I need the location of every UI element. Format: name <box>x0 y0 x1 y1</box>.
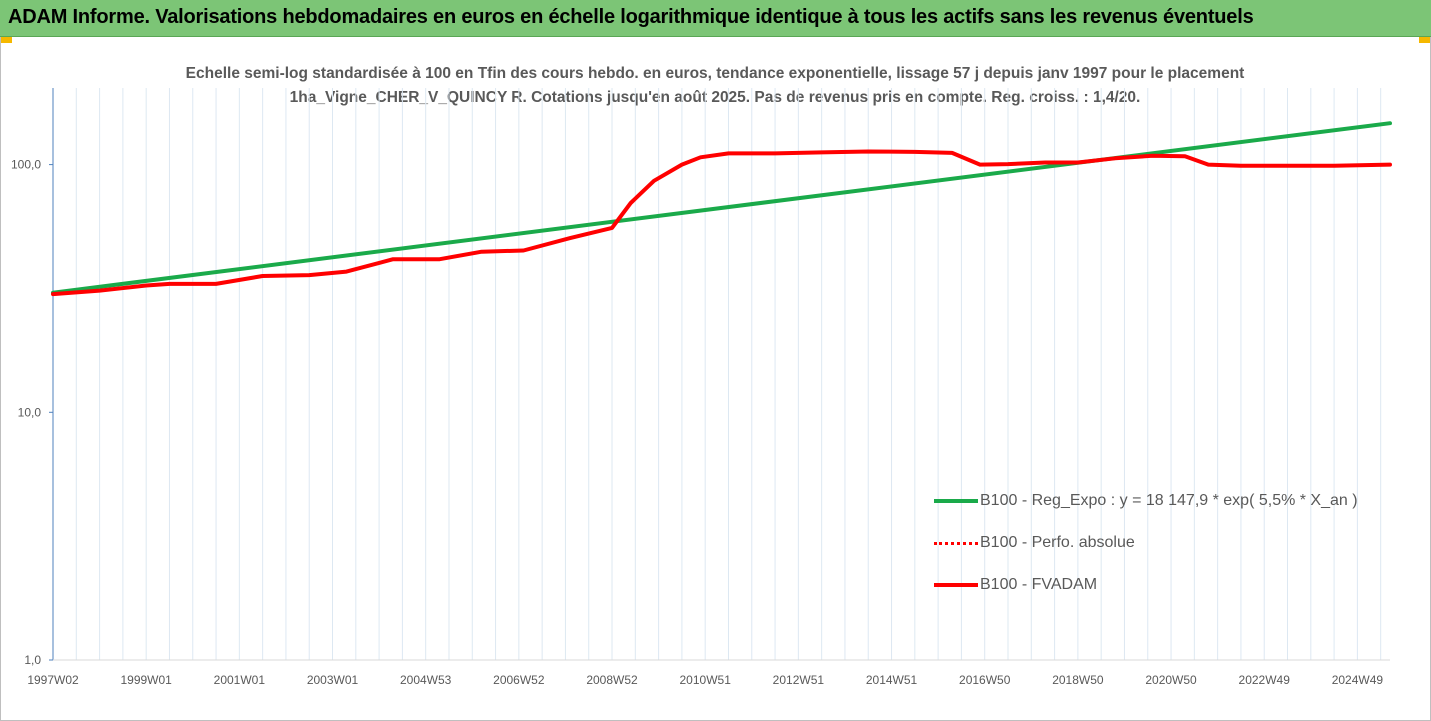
legend-item-perfo-absolue: B100 - Perfo. absolue <box>934 522 1394 564</box>
x-tick-label: 2018W50 <box>1052 673 1104 687</box>
corner-marker-top-left <box>0 37 12 43</box>
legend-swatch-perfo-absolue <box>934 541 978 545</box>
x-tick-label: 2016W50 <box>959 673 1011 687</box>
x-tick-label: 2010W51 <box>680 673 732 687</box>
x-tick-label: 2008W52 <box>586 673 638 687</box>
x-tick-label: 1999W01 <box>120 673 172 687</box>
chart-title: Echelle semi-log standardisée à 100 en T… <box>185 65 1245 106</box>
title-banner: ADAM Informe. Valorisations hebdomadaire… <box>0 0 1431 37</box>
legend-swatch-fvadam <box>934 583 978 587</box>
y-tick-label: 1,0 <box>24 653 41 667</box>
legend-label-fvadam: B100 - FVADAM <box>980 576 1098 593</box>
x-tick-label: 2006W52 <box>493 673 545 687</box>
x-tick-label: 2024W49 <box>1332 673 1384 687</box>
legend-item-fvadam: B100 - FVADAM <box>934 564 1394 606</box>
series-layer <box>51 121 1392 297</box>
legend-label-reg-expo: B100 - Reg_Expo : y = 18 147,9 * exp( 5,… <box>980 492 1358 509</box>
x-tick-label: 2004W53 <box>400 673 452 687</box>
x-tick-label: 2014W51 <box>866 673 918 687</box>
x-tick-label: 2020W50 <box>1145 673 1197 687</box>
legend-swatch-reg-expo <box>934 499 978 503</box>
legend: B100 - Reg_Expo : y = 18 147,9 * exp( 5,… <box>934 480 1394 606</box>
series-line-0 <box>51 121 1392 295</box>
y-tick-label: 10,0 <box>18 405 42 419</box>
legend-label-perfo-absolue: B100 - Perfo. absolue <box>980 534 1135 551</box>
x-tick-label: 2001W01 <box>214 673 266 687</box>
axis-layer <box>49 88 1390 661</box>
grid-layer <box>52 88 1382 660</box>
y-tick-label: 100,0 <box>11 158 41 172</box>
tick-label-layer: 100,0 10,0 1,0 1997W02 1999W01 2001W01 2003W01… <box>11 158 1383 687</box>
series-line-2 <box>51 149 1392 297</box>
legend-item-reg-expo: B100 - Reg_Expo : y = 18 147,9 * exp( 5,… <box>934 480 1394 522</box>
x-tick-label: 1997W02 <box>27 673 79 687</box>
x-tick-label: 2003W01 <box>307 673 359 687</box>
x-tick-label: 2022W49 <box>1239 673 1291 687</box>
x-tick-label: 2012W51 <box>773 673 825 687</box>
banner-title: ADAM Informe. Valorisations hebdomadaire… <box>8 6 1254 28</box>
corner-marker-top-right <box>1419 37 1431 43</box>
